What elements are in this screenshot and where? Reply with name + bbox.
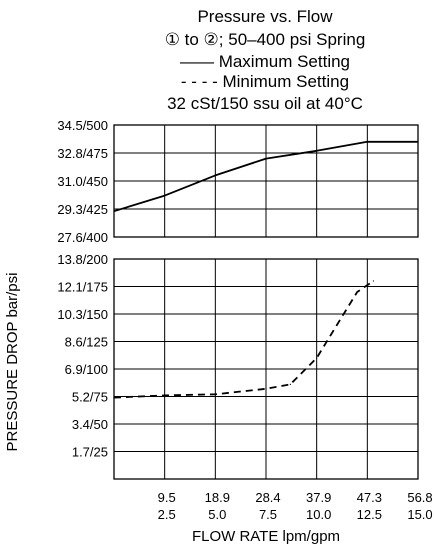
lower-y-tick-label: 6.9/100 — [65, 362, 108, 377]
lower-panel: 13.8/200 12.1/175 10.3/150 8.6/125 6.9/100 5.… — [57, 252, 419, 480]
lower-y-tick-label: 5.2/75 — [72, 390, 108, 405]
lower-data-point — [356, 291, 358, 293]
x-tick-label-lpm: 9.5 — [158, 490, 176, 505]
lower-data-point — [113, 397, 115, 399]
upper-frame — [113, 124, 419, 238]
title-line-2: ① to ②; 50–400 psi Spring — [165, 30, 366, 49]
title-line-3-legend-max: —— Maximum Setting — [180, 52, 350, 71]
lower-y-tick-label: 8.6/125 — [65, 335, 108, 350]
y-axis-label: PRESSURE DROP bar/psi — [4, 273, 21, 452]
lower-data-point — [336, 324, 338, 326]
lower-y-tick-label: 13.8/200 — [57, 252, 108, 267]
upper-y-tick-label: 32.8/475 — [57, 146, 108, 161]
lower-data-point — [316, 357, 318, 359]
x-tick-label-gpm: 2.5 — [158, 507, 176, 522]
x-tick-label-gpm: 10.0 — [306, 507, 331, 522]
lower-data-point — [214, 393, 216, 395]
upper-y-tick-label: 31.0/450 — [57, 174, 108, 189]
lower-data-point — [265, 388, 267, 390]
x-tick-label-gpm: 5.0 — [208, 507, 226, 522]
lower-y-tick-label: 3.4/50 — [72, 417, 108, 432]
upper-data-point — [265, 158, 267, 160]
upper-panel: 34.5/500 32.8/475 31.0/450 29.3/425 27.6/400 — [57, 118, 419, 245]
upper-y-tick-label: 29.3/425 — [57, 202, 108, 217]
upper-data-point — [113, 210, 115, 212]
upper-y-tick-label: 34.5/500 — [57, 118, 108, 133]
x-axis: 9.5 2.5 18.9 5.0 28.4 7.5 37.9 10.0 47.3 12.5 56.8… — [158, 490, 433, 522]
upper-y-tick-label: 27.6/400 — [57, 230, 108, 245]
upper-data-point — [417, 141, 419, 143]
lower-data-point — [372, 280, 375, 282]
x-tick-label-lpm: 56.8 — [407, 490, 432, 505]
lower-y-tick-label: 12.1/175 — [57, 280, 108, 295]
x-tick-label-lpm: 18.9 — [205, 490, 230, 505]
title-line-1: Pressure vs. Flow — [197, 7, 333, 26]
lower-data-point — [289, 383, 291, 385]
x-tick-label-lpm: 28.4 — [255, 490, 280, 505]
lower-y-tick-label: 10.3/150 — [57, 307, 108, 322]
x-tick-label-lpm: 37.9 — [306, 490, 331, 505]
x-tick-label-lpm: 47.3 — [357, 490, 382, 505]
upper-data-point — [316, 150, 318, 152]
x-tick-label-gpm: 15.0 — [407, 507, 432, 522]
upper-data-point — [214, 174, 216, 176]
lower-frame — [113, 258, 419, 480]
x-tick-label-gpm: 7.5 — [259, 507, 277, 522]
title-line-5-oil-spec: 32 cSt/150 ssu oil at 40°C — [167, 94, 363, 113]
upper-data-point — [164, 194, 166, 197]
title-line-4-legend-min: - - - - Minimum Setting — [181, 72, 349, 91]
chart-title: Pressure vs. Flow ① to ②; 50–400 psi Spr… — [165, 7, 366, 113]
upper-data-point — [366, 141, 368, 143]
lower-data-point — [164, 394, 166, 396]
x-tick-label-gpm: 12.5 — [357, 507, 382, 522]
lower-y-tick-label: 1.7/25 — [72, 445, 108, 460]
x-axis-label: FLOW RATE lpm/gpm — [192, 528, 340, 545]
lower-series-line — [113, 280, 374, 399]
